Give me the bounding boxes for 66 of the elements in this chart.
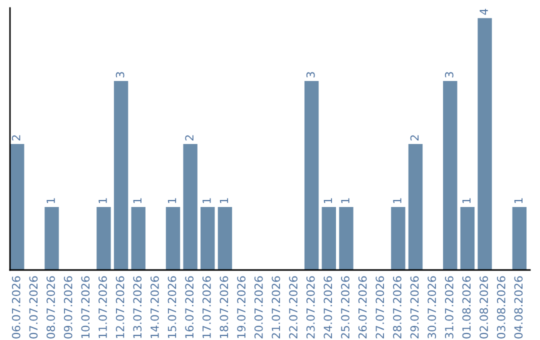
data-label: 2: [410, 135, 419, 140]
bar: [304, 81, 319, 270]
bar: [512, 207, 527, 270]
x-tick-label: 19.07.2026: [237, 276, 246, 338]
x-tick-label: 16.07.2026: [185, 276, 194, 338]
data-label: 3: [444, 72, 454, 78]
data-label: 2: [185, 135, 194, 140]
x-tick-label: 06.07.2026: [12, 276, 20, 338]
x-tick-label: 04.08.2026: [514, 276, 523, 338]
x-tick-label: 01.08.2026: [462, 276, 471, 338]
x-tick-label: 25.07.2026: [341, 276, 350, 338]
bar: [10, 144, 24, 270]
bar: [218, 207, 232, 270]
x-tick-label: 24.07.2026: [324, 276, 332, 338]
x-tick-label: 20.07.2026: [254, 276, 263, 338]
x-tick-label: 22.07.2026: [289, 276, 298, 338]
x-tick-label: 18.07.2026: [220, 276, 228, 338]
x-tick-label: 29.07.2026: [410, 276, 419, 338]
bar: [478, 18, 492, 270]
x-tick-label: 07.07.2026: [29, 276, 38, 338]
x-tick-label: 28.07.2026: [393, 276, 402, 338]
bar: [443, 81, 458, 270]
bar: [183, 144, 198, 270]
bar: [391, 207, 406, 270]
data-label: 4: [480, 8, 488, 15]
data-label: 1: [46, 198, 55, 204]
data-label: 1: [98, 198, 107, 204]
x-tick-label: 21.07.2026: [272, 276, 280, 338]
data-label: 3: [306, 72, 315, 78]
x-tick-label: 12.07.2026: [116, 276, 124, 338]
x-tick-label: 15.07.2026: [168, 276, 176, 338]
x-tick-label: 27.07.2026: [376, 276, 384, 338]
x-tick-label: 26.07.2026: [358, 276, 367, 338]
x-tick-label: 31.07.2026: [444, 276, 454, 338]
data-label: 1: [220, 198, 228, 204]
data-label: 1: [324, 198, 332, 204]
data-label: 1: [393, 198, 402, 204]
bar: [131, 207, 146, 270]
data-label: 1: [341, 198, 350, 204]
bar: [44, 207, 59, 270]
data-label: 1: [202, 198, 211, 204]
x-tick-label: 09.07.2026: [64, 276, 72, 338]
bar: [460, 207, 475, 270]
data-label: 3: [116, 72, 124, 78]
x-tick-label: 30.07.2026: [428, 276, 436, 338]
data-label: 1: [462, 198, 471, 204]
data-label: 1: [514, 198, 522, 204]
x-tick-label: 10.07.2026: [81, 276, 90, 338]
bar: [408, 144, 423, 270]
data-label: 1: [133, 198, 142, 204]
data-label: 1: [168, 198, 176, 204]
bar: [200, 207, 215, 270]
bar: [114, 81, 128, 270]
x-tick-label: 02.08.2026: [480, 276, 488, 338]
bar: [322, 207, 336, 270]
x-tick-label: 14.07.2026: [150, 276, 159, 338]
data-label: 2: [12, 135, 20, 140]
x-tick-label: 03.08.2026: [496, 276, 506, 338]
x-tick-label: 23.07.2026: [306, 276, 315, 338]
x-tick-label: 08.07.2026: [46, 276, 55, 338]
bar: [339, 207, 354, 270]
bar: [166, 207, 180, 270]
bar: [96, 207, 111, 270]
x-tick-label: 11.07.2026: [98, 276, 107, 338]
x-tick-label: 17.07.2026: [202, 276, 211, 338]
x-tick-label: 13.07.2026: [133, 276, 142, 338]
